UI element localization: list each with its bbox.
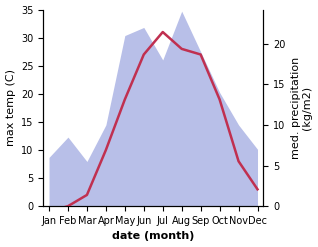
- Y-axis label: med. precipitation
(kg/m2): med. precipitation (kg/m2): [291, 57, 313, 159]
- X-axis label: date (month): date (month): [112, 231, 194, 242]
- Y-axis label: max temp (C): max temp (C): [5, 69, 16, 146]
